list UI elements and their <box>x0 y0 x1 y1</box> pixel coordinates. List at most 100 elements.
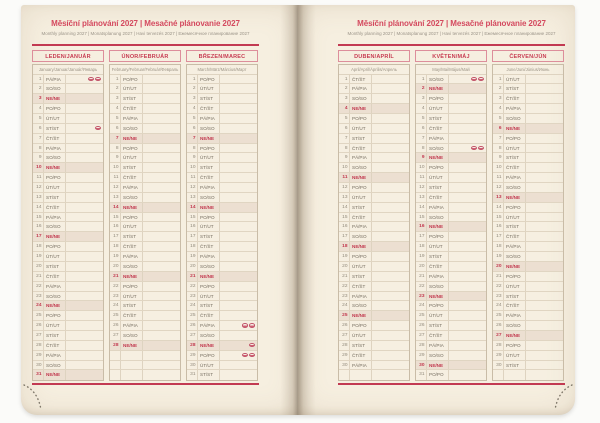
day-row: 12 SO/SO <box>493 183 563 193</box>
note-cell <box>372 134 409 143</box>
day-abbr: SO/SO <box>44 222 66 232</box>
day-row: 5 PÁ/PIA <box>187 114 257 124</box>
note-cell <box>449 252 486 261</box>
month-subheader: February/Februar/Február/Февраль <box>110 65 180 75</box>
note-cell <box>143 282 180 291</box>
note-cell <box>372 222 409 231</box>
note-cell <box>372 361 409 370</box>
day-row: 22 ÚT/UT <box>493 281 563 292</box>
day-number: 25 <box>416 311 427 321</box>
month-table: March/März/Március/Март 1 PO/PO 2 ÚT/UT 3 ST/… <box>186 63 258 382</box>
day-number: 17 <box>33 232 44 242</box>
month-column-january: LEDEN/JANUÁR January/Januar/Január/Январ… <box>32 49 104 382</box>
note-cell <box>220 104 257 113</box>
day-number: 15 <box>493 212 504 222</box>
day-number: 12 <box>33 183 44 192</box>
day-number: 25 <box>493 311 504 321</box>
day-number: 18 <box>33 242 44 252</box>
day-abbr: SO/SO <box>427 212 449 222</box>
note-cell <box>526 75 563 84</box>
day-number: 29 <box>33 350 44 360</box>
note-cell <box>449 351 486 360</box>
day-row: 26 SO/SO <box>493 321 563 331</box>
day-row: 5 PÁ/PIA <box>110 114 180 124</box>
day-abbr: PO/PO <box>44 242 66 252</box>
note-cell <box>449 104 486 113</box>
day-row: 10 ST/ST <box>187 163 257 174</box>
day-row: 1 ČT/ŠT <box>339 74 409 85</box>
day-number: 11 <box>187 173 198 183</box>
day-row: 18 ÚT/UT <box>416 242 486 253</box>
day-row: 8 PO/PO <box>187 143 257 154</box>
day-number: 23 <box>416 291 427 301</box>
day-row: 28 NE/NE <box>187 340 257 351</box>
note-cell <box>372 75 409 84</box>
day-number: 31 <box>187 370 198 381</box>
day-number: 12 <box>493 183 504 192</box>
note-cell <box>143 311 180 320</box>
note-cell <box>372 203 409 212</box>
day-abbr: PÁ/PIA <box>121 252 143 261</box>
day-row: 29 SO/SO <box>416 350 486 361</box>
note-cell <box>220 301 257 310</box>
day-abbr: ÚT/UT <box>121 84 143 94</box>
note-cell <box>66 282 103 291</box>
day-number: 10 <box>33 163 44 173</box>
day-row: 4 ČT/ŠT <box>110 104 180 115</box>
day-row: 10 SO/SO <box>339 163 409 174</box>
day-row: 19 ST/ST <box>416 252 486 262</box>
day-row: 20 SO/SO <box>187 261 257 272</box>
note-cell <box>66 183 103 192</box>
day-abbr: NE/NE <box>427 360 449 370</box>
note-cell <box>449 370 486 380</box>
day-number: 1 <box>110 74 121 84</box>
day-abbr: PO/PO <box>350 183 372 192</box>
day-row: 27 ÚT/UT <box>339 330 409 341</box>
day-row: 6 SO/SO <box>110 123 180 134</box>
day-abbr: ÚT/UT <box>504 143 526 153</box>
day-row: 4 PÁ/PIA <box>493 104 563 115</box>
day-row: 19 PÁ/PIA <box>187 252 257 262</box>
month-table: January/Januar/Január/Январь 1 PÁ/PIA 2 SO/… <box>32 63 104 382</box>
day-number <box>110 360 121 370</box>
day-row: 15 ÚT/UT <box>493 212 563 223</box>
day-row: 9 ÚT/UT <box>187 153 257 164</box>
note-cell <box>220 321 257 330</box>
note-cell <box>449 75 486 84</box>
day-abbr: SO/SO <box>504 252 526 261</box>
day-number: 30 <box>493 360 504 370</box>
day-row: 16 PÁ/PIA <box>339 222 409 233</box>
day-abbr: PO/PO <box>198 74 220 84</box>
day-row: 4 NE/NE <box>339 104 409 115</box>
day-row: 9 SO/SO <box>33 153 103 164</box>
month-header: ÚNOR/FEBRUÁR <box>109 49 181 62</box>
day-abbr: PO/PO <box>44 311 66 321</box>
day-number: 17 <box>110 232 121 242</box>
day-row: 1 PO/PO <box>187 74 257 85</box>
day-row: 29 PO/PO <box>187 350 257 361</box>
day-number: 16 <box>33 222 44 232</box>
day-abbr: PO/PO <box>350 114 372 123</box>
day-number: 28 <box>110 340 121 350</box>
note-cell <box>66 163 103 172</box>
note-cell <box>526 144 563 153</box>
note-cell <box>449 153 486 162</box>
day-number: 11 <box>339 173 350 183</box>
day-number: 17 <box>493 232 504 242</box>
note-cell <box>449 272 486 281</box>
note-cell <box>526 94 563 103</box>
day-row: 19 PÁ/PIA <box>110 252 180 262</box>
note-cell <box>372 252 409 261</box>
note-cell <box>449 311 486 320</box>
day-abbr: ČT/ŠT <box>427 330 449 340</box>
day-number: 16 <box>110 222 121 232</box>
day-abbr: PÁ/PIA <box>44 350 66 360</box>
day-row: 20 ST/ST <box>33 261 103 272</box>
day-abbr: SO/SO <box>121 192 143 202</box>
note-cell <box>372 351 409 360</box>
day-abbr: PÁ/PIA <box>504 242 526 252</box>
day-number: 13 <box>493 192 504 202</box>
note-cell <box>449 124 486 133</box>
day-row: 23 SO/SO <box>33 291 103 302</box>
note-cell <box>66 262 103 271</box>
